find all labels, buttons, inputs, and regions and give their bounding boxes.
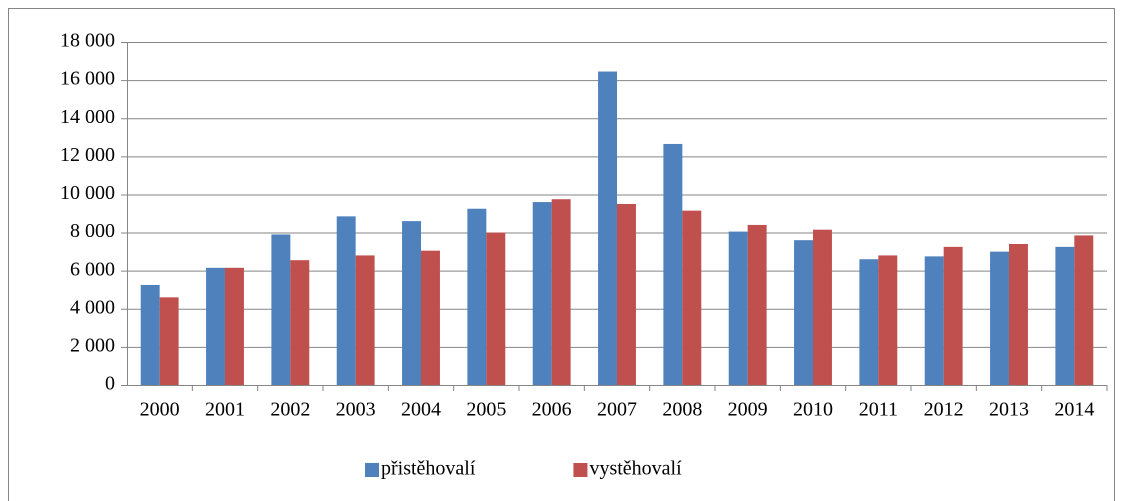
y-tick-label: 6 000 [70,258,115,280]
legend-label: přistěhovalí [381,458,476,480]
bar [663,143,683,385]
bar [813,229,832,385]
bar [794,240,813,385]
bar [617,203,636,385]
y-tick-label: 12 000 [60,144,115,166]
bar [859,259,879,385]
bar [225,267,244,385]
bar [355,255,375,385]
y-tick-label: 2 000 [70,334,115,356]
bar [486,232,506,385]
legend-swatch [573,463,588,477]
y-tick-label: 16 000 [60,68,115,90]
x-tick-label: 2014 [1054,399,1094,421]
bar [467,208,487,385]
bar [943,246,963,385]
x-tick-label: 2010 [793,399,833,421]
bar [290,260,310,385]
bar [1074,235,1094,385]
bar [402,221,421,385]
x-tick-label: 2007 [597,399,637,421]
bar [990,251,1009,385]
x-tick-label: 2011 [859,399,898,421]
x-tick-label: 2012 [924,399,964,421]
x-tick-label: 2008 [662,399,702,421]
x-tick-label: 2013 [989,399,1029,421]
y-tick-label: 10 000 [60,182,115,204]
x-tick-label: 2001 [205,399,245,421]
y-tick-label: 18 000 [60,30,115,52]
bar [1009,243,1028,385]
x-tick-label: 2006 [532,399,572,421]
y-tick-label: 4 000 [70,296,115,318]
y-tick-label: 8 000 [70,220,115,242]
bar [728,231,748,385]
bar [682,210,702,385]
bar [206,267,225,385]
bar [551,199,571,385]
x-tick-label: 2009 [728,399,768,421]
bar [747,224,767,385]
legend-label: vystěhovalí [589,458,682,480]
bar [532,202,552,385]
bar [924,256,944,385]
bar [336,216,356,385]
x-tick-label: 2002 [270,399,310,421]
bar [159,297,179,385]
bar [598,71,617,386]
x-tick-label: 2005 [466,399,506,421]
legend-swatch [365,463,379,477]
bar [1055,246,1075,385]
x-tick-label: 2004 [401,399,441,421]
bar [878,255,898,385]
y-tick-label: 0 [105,373,115,395]
bar [140,284,160,385]
bar [421,250,440,385]
x-tick-label: 2003 [336,399,376,421]
x-tick-label: 2000 [140,399,180,421]
bar [271,234,291,385]
y-tick-label: 14 000 [60,106,115,128]
